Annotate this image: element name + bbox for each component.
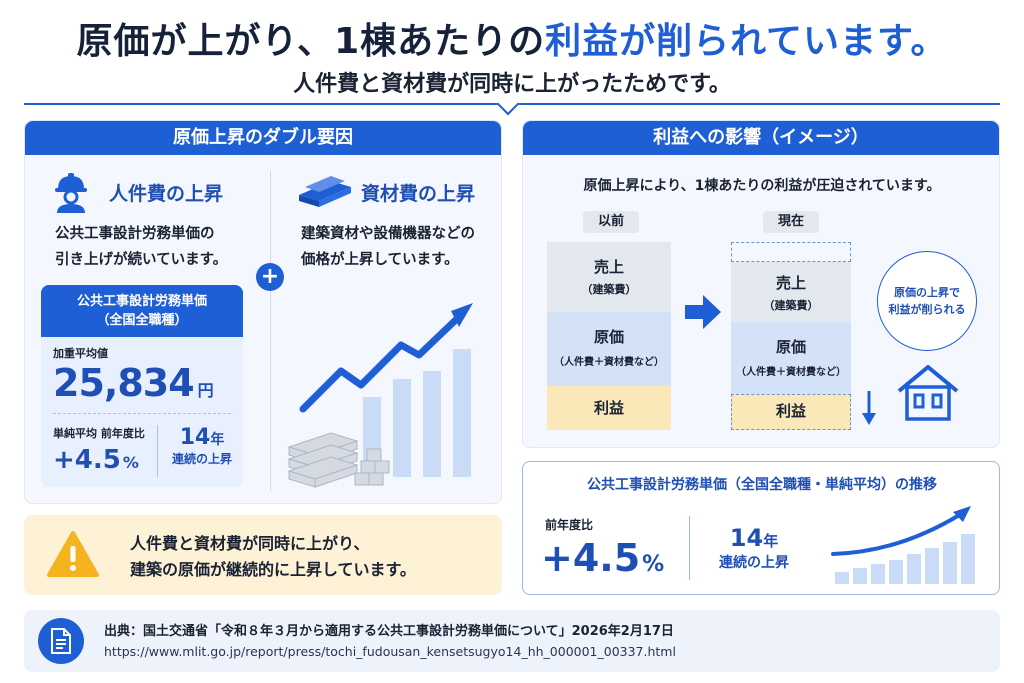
- trend-change-number: +4.5: [541, 536, 641, 580]
- source-text: 出典：国土交通省「令和８年３月から適用する公共工事設計労務単価について」2026…: [104, 624, 674, 639]
- wage-card: 公共工事設計労務単価 （全国全職種） 加重平均値 25,834 円 単純平均 前年…: [41, 285, 243, 487]
- now-profit-label: 利益: [775, 402, 806, 420]
- now-cost-sub: （人件費＋資材費など）: [736, 367, 846, 378]
- change-number: +4.5: [53, 445, 121, 475]
- years-unit: 年: [210, 432, 225, 448]
- labor-text-line2: 引き上げが続いています。: [55, 252, 228, 268]
- warning-text: 人件費と資材費が同時に上がり、 建築の原価が継続的に上昇しています。: [130, 531, 416, 583]
- change-label: 単純平均 前年度比: [53, 427, 145, 440]
- source-footer: 出典：国土交通省「令和８年３月から適用する公共工事設計労務単価について」2026…: [24, 610, 1000, 672]
- document-icon: [51, 628, 71, 654]
- trend-years-label: 連続の上昇: [719, 555, 789, 571]
- double-factor-panel-title: 原価上昇のダブル要因: [25, 121, 501, 155]
- worker-helmet-icon: [55, 173, 87, 213]
- wage-card-head-line1: 公共工事設計労務単価: [76, 294, 207, 309]
- now-sales-label: 売上: [775, 274, 806, 292]
- material-text-line1: 建築資材や設備機器などの: [301, 226, 475, 242]
- rising-cost-illustration: [287, 303, 473, 488]
- profit-impact-panel: 利益への影響（イメージ） 原価上昇により、1棟あたりの利益が圧迫されています。 …: [522, 120, 1000, 448]
- trend-years-unit: 年: [763, 532, 779, 550]
- right-arrow-icon: [685, 295, 721, 329]
- warning-icon: [47, 531, 99, 577]
- before-cost-label: 原価: [593, 328, 624, 346]
- before-cost-sub: （人件費＋資材費など）: [554, 357, 664, 368]
- years-value: 14年 連続の上昇: [167, 425, 237, 467]
- labor-text: 公共工事設計労務単価の 引き上げが続いています。: [55, 221, 275, 273]
- avg-label: 加重平均値: [53, 347, 108, 360]
- before-profit-block: 利益: [547, 386, 671, 430]
- source-url[interactable]: https://www.mlit.go.jp/report/press/toch…: [104, 644, 676, 659]
- warning-line1: 人件費と資材費が同時に上がり、: [130, 534, 370, 553]
- wage-card-divider: [53, 413, 231, 414]
- steel-beam-icon: [299, 176, 351, 207]
- trend-change-unit: %: [642, 552, 665, 577]
- trend-vdivider: [689, 516, 690, 580]
- material-text: 建築資材や設備機器などの 価格が上昇しています。: [301, 221, 501, 273]
- warning-box: 人件費と資材費が同時に上がり、 建築の原価が継続的に上昇しています。: [24, 515, 502, 595]
- trend-years-number: 14: [729, 524, 764, 552]
- bubble-line2: 利益が削られる: [888, 303, 966, 316]
- house-icon: [897, 365, 959, 421]
- before-profit-label: 利益: [593, 399, 624, 417]
- now-cost-block: 原価 （人件費＋資材費など）: [731, 322, 851, 394]
- plus-badge: +: [256, 263, 284, 291]
- page-title: 原価が上がり、1棟あたりの利益が削られています。: [0, 12, 1024, 64]
- trend-mini-chart: [831, 506, 975, 584]
- wage-card-head: 公共工事設計労務単価 （全国全職種）: [41, 285, 243, 337]
- material-text-line2: 価格が上昇しています。: [301, 252, 459, 268]
- wage-card-head-line2: （全国全職種）: [96, 313, 188, 328]
- now-profit-block: 利益: [731, 394, 851, 430]
- title-highlight: 利益が削られています。: [545, 21, 948, 62]
- document-icon-circle: [38, 618, 84, 664]
- down-arrow-icon: [862, 391, 876, 425]
- before-sales-label: 売上: [593, 258, 624, 276]
- profit-impact-caption: 原価上昇により、1棟あたりの利益が圧迫されています。: [583, 178, 941, 194]
- wage-card-vdivider: [157, 425, 158, 477]
- now-label: 現在: [763, 211, 819, 233]
- before-label: 以前: [583, 211, 639, 233]
- profit-impact-panel-title: 利益への影響（イメージ）: [523, 121, 999, 155]
- page-subtitle: 人件費と資材費が同時に上がったためです。: [293, 72, 731, 97]
- before-sales-block: 売上 （建築費）: [547, 242, 671, 312]
- factor-divider: [270, 171, 271, 491]
- trend-title: 公共工事設計労務単価（全国全職種・単純平均）の推移: [587, 477, 937, 493]
- bubble-line1: 原価の上昇で: [894, 286, 960, 299]
- title-part1: 原価が上がり、1棟あたりの: [76, 21, 546, 62]
- avg-unit: 円: [197, 381, 214, 400]
- trend-panel: 公共工事設計労務単価（全国全職種・単純平均）の推移 前年度比 +4.5% 14年…: [522, 461, 1000, 595]
- before-cost-block: 原価 （人件費＋資材費など）: [547, 312, 671, 386]
- warning-line2: 建築の原価が継続的に上昇しています。: [130, 560, 416, 579]
- trend-change-value: +4.5%: [541, 536, 664, 580]
- years-number: 14: [179, 425, 211, 450]
- change-value: +4.5%: [53, 445, 139, 475]
- material-title: 資材費の上昇: [361, 183, 476, 205]
- now-cost-label: 原価: [775, 338, 806, 356]
- avg-value: 25,834 円: [53, 361, 214, 405]
- before-sales-sub: （建築費）: [581, 283, 637, 296]
- change-unit: %: [122, 453, 139, 472]
- now-sales-block: 売上 （建築費）: [731, 262, 851, 322]
- now-sales-sub: （建築費）: [763, 299, 819, 312]
- now-lost-sales-outline: [731, 242, 851, 262]
- labor-title: 人件費の上昇: [109, 183, 224, 205]
- labor-text-line1: 公共工事設計労務単価の: [55, 226, 215, 242]
- avg-number: 25,834: [53, 361, 195, 405]
- trend-years: 14年 連続の上昇: [699, 524, 809, 572]
- profit-cut-bubble: 原価の上昇で 利益が削られる: [877, 251, 977, 351]
- trend-change-label: 前年度比: [545, 518, 594, 532]
- years-label: 連続の上昇: [171, 452, 232, 466]
- double-factor-panel: 原価上昇のダブル要因 人件費の上昇 公共工事設計労務単価の 引き上げが続いていま…: [24, 120, 502, 504]
